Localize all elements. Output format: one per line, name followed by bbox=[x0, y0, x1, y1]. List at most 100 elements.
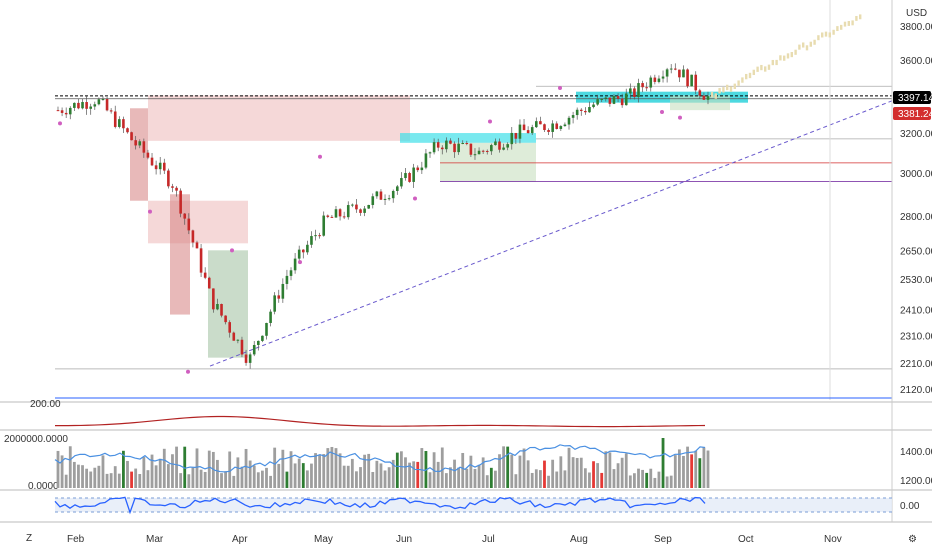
candle-body bbox=[379, 191, 383, 200]
volume-bar bbox=[191, 467, 195, 488]
volume-right-label-2: 1200.00 bbox=[900, 476, 932, 487]
month-label: May bbox=[314, 534, 333, 545]
projected-candle bbox=[813, 39, 816, 45]
candle-body bbox=[412, 167, 415, 182]
volume-bar bbox=[547, 475, 550, 488]
candle-body bbox=[473, 154, 477, 156]
candle-body bbox=[220, 304, 223, 316]
volume-bar bbox=[72, 461, 76, 488]
candle-body bbox=[191, 230, 195, 243]
month-label: Nov bbox=[824, 534, 842, 545]
candle-body bbox=[514, 132, 518, 139]
volume-bar bbox=[391, 459, 395, 488]
settings-icon[interactable]: ⚙ bbox=[908, 534, 917, 545]
candle-body bbox=[289, 270, 293, 276]
currency-label: USD bbox=[906, 8, 927, 19]
month-label: Apr bbox=[232, 534, 248, 545]
projected-candle bbox=[756, 66, 759, 72]
volume-bar bbox=[105, 473, 109, 488]
volume-bar bbox=[216, 459, 219, 488]
time-axis[interactable]: Feb Mar Apr May Jun Jul Aug Sep Oct Nov bbox=[67, 534, 842, 545]
volume-bar bbox=[93, 467, 97, 488]
volume-bar bbox=[346, 465, 350, 488]
month-label: Jun bbox=[396, 534, 412, 545]
candle-body bbox=[244, 354, 248, 363]
volume-bar bbox=[498, 454, 501, 488]
price-axis[interactable]: USD 3800.003600.003400.003200.003000.002… bbox=[900, 8, 932, 396]
candle-body bbox=[334, 209, 338, 218]
candle-body bbox=[330, 216, 334, 218]
svg-text:200.00: 200.00 bbox=[30, 399, 61, 410]
volume-bar bbox=[641, 469, 644, 488]
volume-bar bbox=[477, 464, 481, 488]
last-price-badge: 3397.14 bbox=[893, 91, 932, 104]
candle-body bbox=[465, 142, 469, 144]
candle-body bbox=[183, 213, 187, 219]
volume-bar bbox=[224, 471, 228, 488]
volume-bar bbox=[408, 462, 411, 488]
y-tick-label: 2210.00 bbox=[900, 359, 932, 370]
volume-bar bbox=[101, 455, 105, 488]
volume-bar bbox=[220, 473, 223, 488]
candle-body bbox=[698, 90, 702, 96]
signal-dot bbox=[58, 121, 62, 126]
projected-candle bbox=[843, 21, 847, 27]
volume-bar bbox=[694, 450, 698, 488]
volume-bar bbox=[502, 446, 505, 488]
candle-body bbox=[391, 190, 395, 199]
candle-body bbox=[551, 123, 554, 132]
volume-bar bbox=[314, 453, 317, 488]
volume-bar bbox=[252, 465, 256, 488]
volume-bar bbox=[682, 455, 685, 488]
candle-body bbox=[142, 141, 146, 153]
candle-body bbox=[702, 95, 706, 100]
candle-body bbox=[240, 339, 244, 355]
y-tick-label: 3600.00 bbox=[900, 56, 932, 67]
volume-bar bbox=[248, 460, 252, 488]
projected-candle bbox=[771, 59, 774, 66]
y-tick-label: 2120.00 bbox=[900, 385, 932, 396]
volume-bar bbox=[179, 473, 183, 488]
candle-body bbox=[547, 130, 550, 132]
volume-bar bbox=[350, 458, 354, 488]
zone-box bbox=[148, 200, 248, 244]
candle-body bbox=[436, 142, 440, 148]
volume-bar bbox=[624, 453, 628, 488]
volume-bar bbox=[261, 470, 264, 488]
candle-body bbox=[351, 204, 354, 206]
volume-bar bbox=[89, 471, 93, 488]
candle-body bbox=[510, 132, 514, 145]
zone-box bbox=[148, 95, 410, 141]
candle-body bbox=[424, 153, 428, 168]
volume-bar bbox=[649, 468, 653, 488]
signal-markers bbox=[58, 86, 682, 374]
volume-bar bbox=[534, 469, 538, 488]
candle-body bbox=[469, 143, 473, 155]
svg-text:3397.14: 3397.14 bbox=[898, 93, 932, 104]
volume-bar bbox=[134, 468, 138, 488]
candle-body bbox=[301, 249, 305, 253]
volume-bar bbox=[428, 472, 432, 488]
candle-body bbox=[73, 102, 76, 108]
candle-body bbox=[559, 126, 563, 129]
volume-bar bbox=[673, 455, 677, 488]
volume-bar bbox=[604, 451, 608, 488]
volume-bar bbox=[240, 466, 244, 488]
volume-bar bbox=[383, 470, 387, 488]
candle-body bbox=[706, 96, 710, 100]
volume-bar bbox=[166, 464, 170, 488]
candle-body bbox=[285, 275, 289, 284]
volume-bar bbox=[244, 448, 248, 488]
volume-bar bbox=[367, 453, 371, 488]
projected-candle bbox=[828, 32, 831, 38]
volume-bar bbox=[661, 438, 665, 488]
volume-bar bbox=[620, 457, 624, 488]
candle-body bbox=[236, 339, 240, 341]
oscillator-zero-label: 0.00 bbox=[900, 501, 920, 512]
volume-bar bbox=[588, 472, 591, 488]
timezone-z-label[interactable]: Z bbox=[26, 533, 32, 544]
candle-body bbox=[138, 141, 142, 146]
candle-body bbox=[584, 110, 587, 113]
candle-body bbox=[150, 157, 154, 166]
candle-body bbox=[694, 74, 698, 91]
